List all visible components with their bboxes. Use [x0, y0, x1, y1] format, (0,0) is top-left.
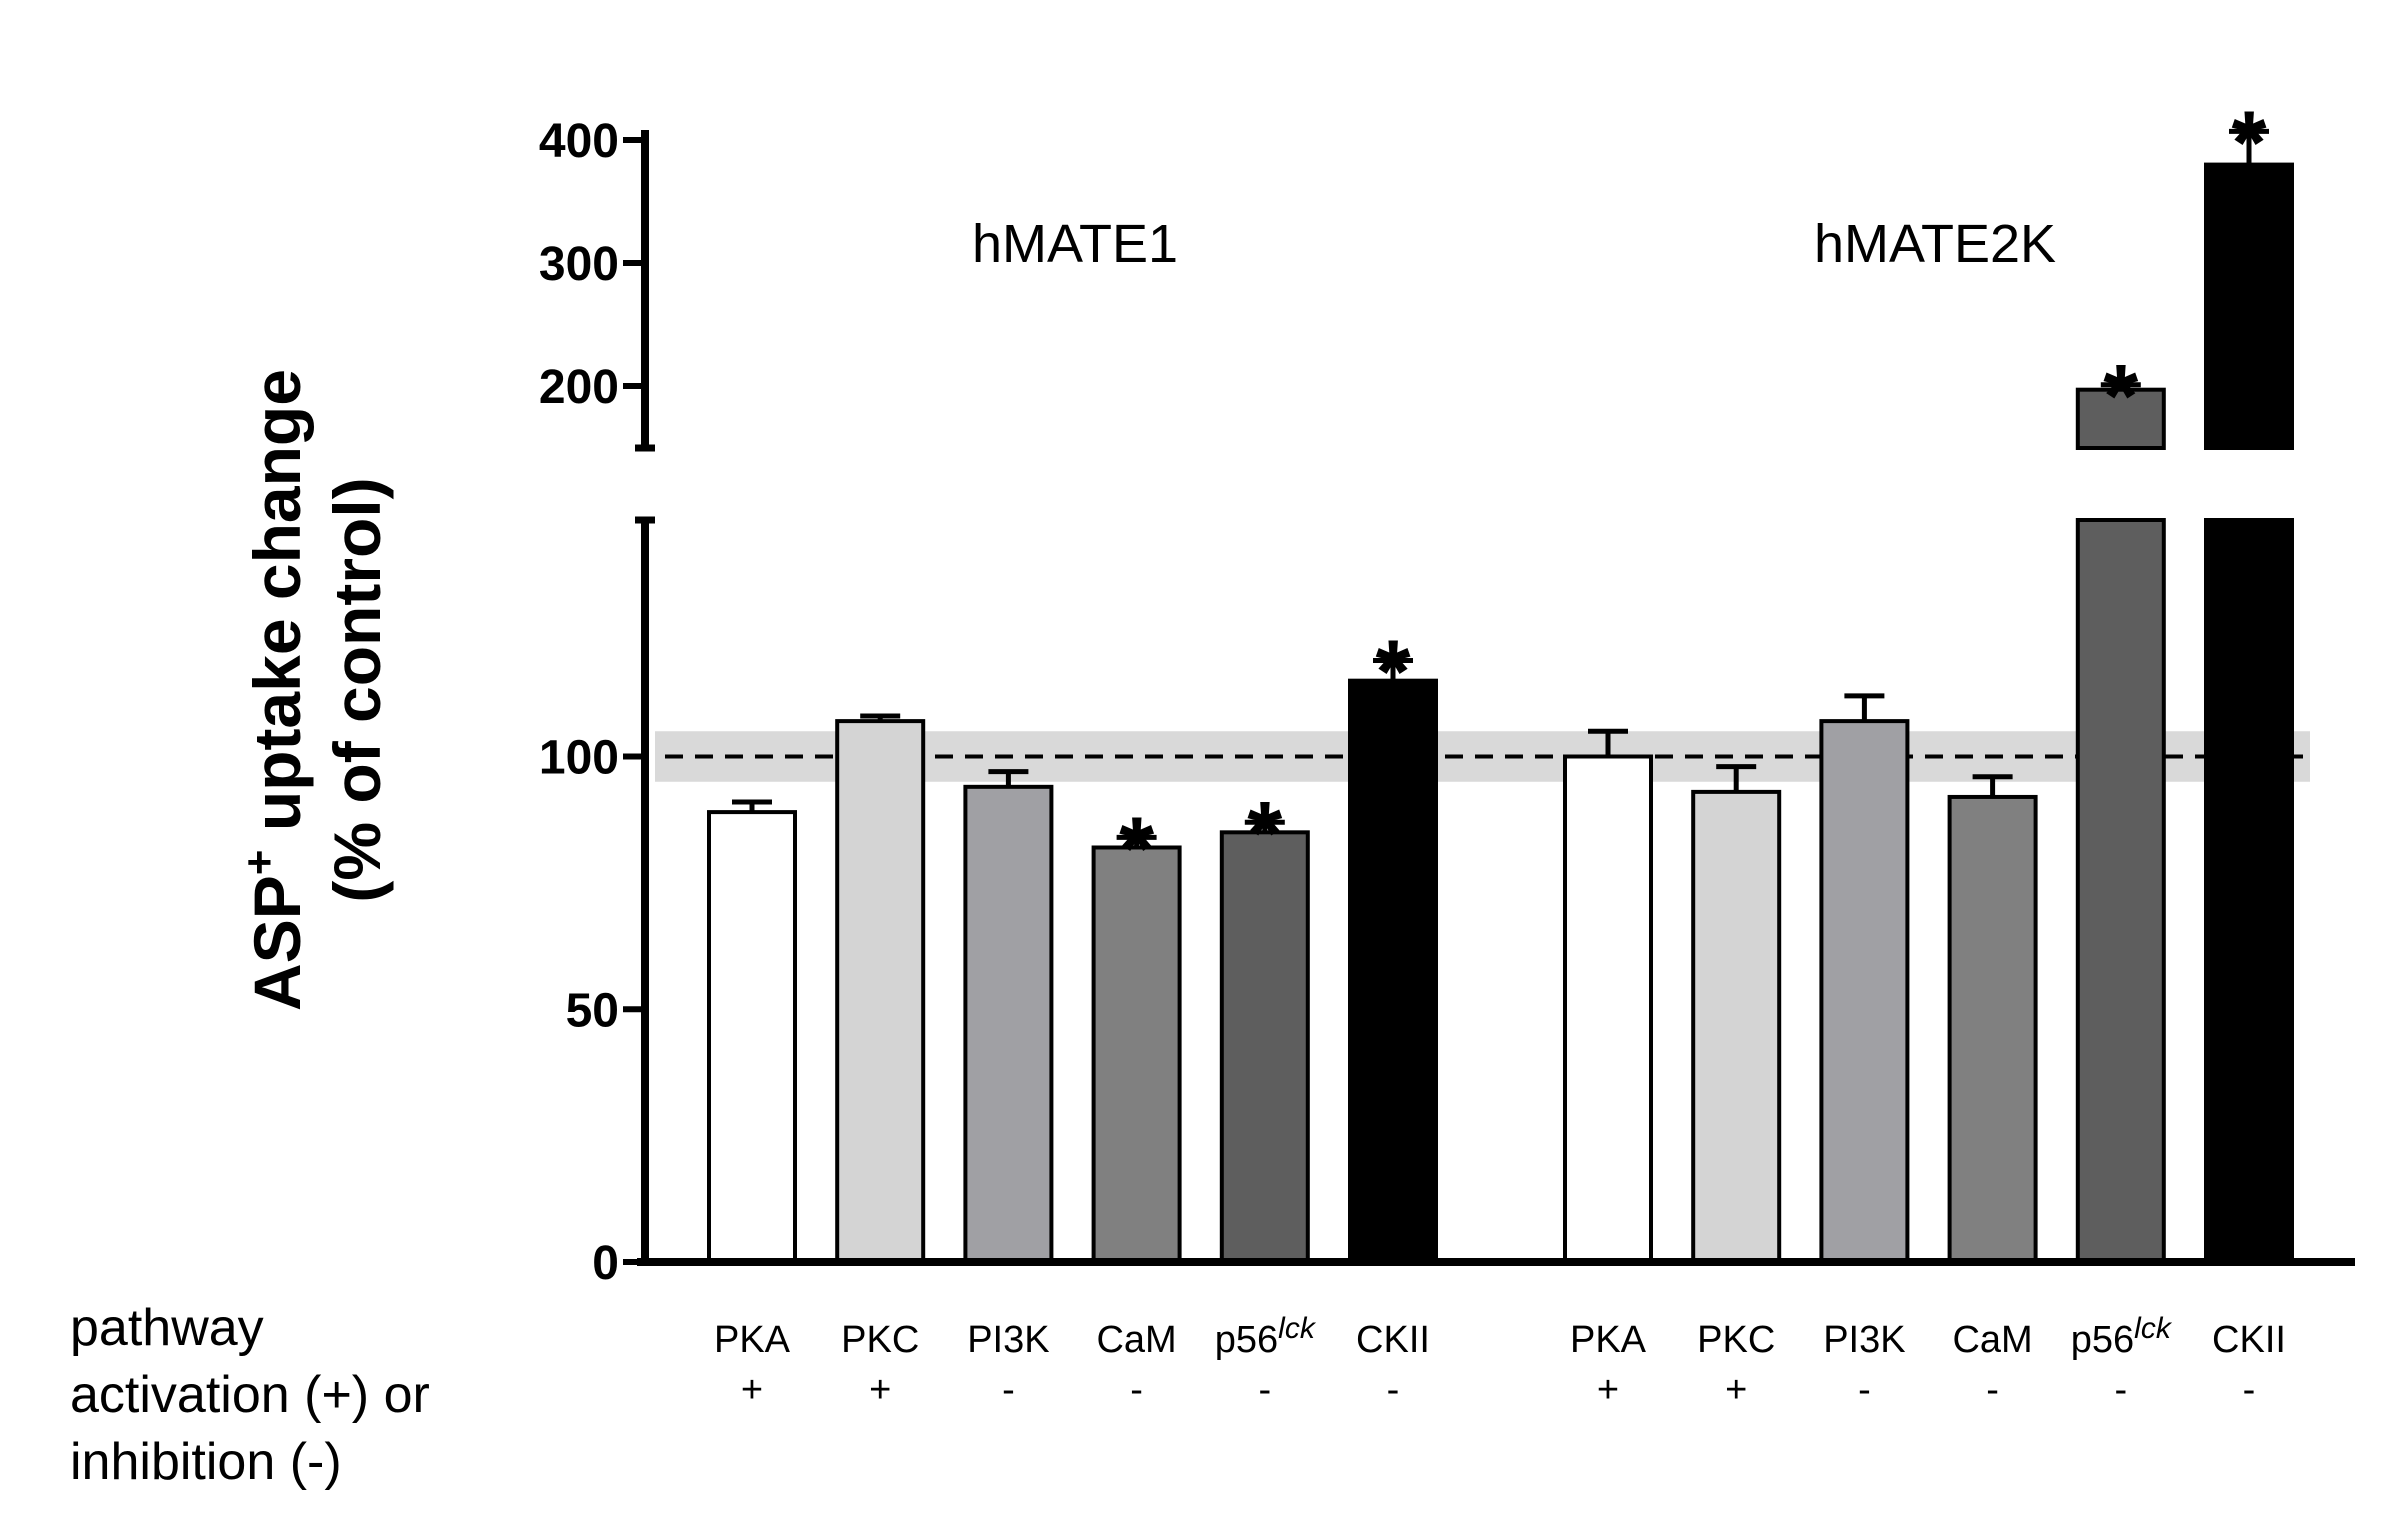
y-axis-title: ASP+ uptake change (% of control): [235, 369, 394, 1011]
y-tick-label: 50: [566, 984, 619, 1037]
x-category-label: PI3K: [1823, 1319, 1905, 1361]
y-tick-label: 300: [539, 238, 619, 291]
bar-hMATE2K-PKA: [1563, 754, 1653, 1264]
significance-star: *: [1247, 784, 1282, 884]
significance-star: *: [1119, 799, 1154, 899]
x-category-label: CaM: [1096, 1319, 1176, 1361]
pathway-label-line2: activation (+) or: [70, 1366, 430, 1424]
x-category-label: p56lck: [2071, 1312, 2173, 1361]
y-tick-label: 400: [539, 115, 619, 168]
significance-star: *: [2231, 93, 2266, 193]
x-sign-label: -: [1387, 1369, 1400, 1411]
x-category-label: PI3K: [967, 1319, 1049, 1361]
y-axis-title-superscript: +: [235, 850, 284, 876]
x-sign-label: -: [1986, 1369, 1999, 1411]
bar-hMATE2K-p56-upper: [2075, 387, 2166, 451]
y-tick-label: 200: [539, 361, 619, 414]
x-sign-label: -: [2243, 1369, 2256, 1411]
x-sign-label: -: [1858, 1369, 1871, 1411]
y-axis-title-asp: ASP: [240, 875, 314, 1011]
group-label-hmate1: hMATE1: [972, 214, 1178, 274]
y-axis-title-line2: (% of control): [320, 477, 394, 902]
x-sign-label: +: [869, 1369, 891, 1411]
x-category-label: CKII: [1356, 1319, 1430, 1361]
bar-break-gap: [2073, 450, 2168, 518]
x-category-label: PKA: [1570, 1319, 1647, 1361]
x-sign-label: -: [1002, 1369, 1015, 1411]
x-category-label: CKII: [2212, 1319, 2286, 1361]
significance-star: *: [2103, 347, 2138, 447]
x-sign-label: -: [1258, 1369, 1271, 1411]
x-sign-label: +: [1597, 1369, 1619, 1411]
bar-hMATE1-CKII: [1348, 678, 1438, 1264]
x-sign-label: +: [1725, 1369, 1747, 1411]
x-sign-label: +: [741, 1369, 763, 1411]
x-category-label: CaM: [1952, 1319, 2032, 1361]
bar-hMATE2K-PI3K: [1819, 719, 1910, 1264]
x-category-label: PKC: [1697, 1319, 1775, 1361]
y-tick-label: 100: [539, 732, 619, 785]
svg-text:ASP+ uptake change: ASP+ uptake change: [235, 369, 314, 1011]
y-axis-title-rest: uptake change: [240, 369, 314, 849]
bar-hMATE1-PKC: [835, 719, 926, 1264]
bar-break-gap: [2202, 450, 2296, 518]
pathway-label-line1: pathway: [70, 1299, 264, 1357]
bar-hMATE2K-CKII-upper: [2204, 162, 2294, 450]
pathway-label-line3: inhibition (-): [70, 1433, 342, 1491]
significance-star: *: [1375, 622, 1410, 722]
bars-layer: PKA + PKC + PI3K - * CaM - * p56lck - * CKII - PKA + PKC +…: [707, 93, 2296, 1411]
bar-hMATE2K-PKC: [1691, 789, 1782, 1264]
x-category-label: PKC: [841, 1319, 919, 1361]
bar-hMATE2K-p56-lower: [2075, 518, 2166, 1264]
x-category-label: PKA: [714, 1319, 791, 1361]
bar-hMATE2K-CKII-lower: [2204, 518, 2294, 1264]
y-axis: 0 50 100 200 300 400: [539, 115, 2355, 1290]
bar-hMATE1-PI3K: [963, 784, 1054, 1265]
bar-hMATE1-p56: [1219, 830, 1310, 1264]
bar-hMATE1-PKA: [707, 810, 797, 1264]
x-sign-label: -: [2114, 1369, 2127, 1411]
y-tick-label: 0: [592, 1237, 619, 1290]
x-sign-label: -: [1130, 1369, 1143, 1411]
x-category-label: p56lck: [1215, 1312, 1317, 1361]
bar-hMATE2K-CaM: [1947, 794, 2038, 1264]
group-label-hmate2k: hMATE2K: [1814, 214, 2056, 274]
bar-hMATE1-CaM: [1091, 845, 1182, 1264]
